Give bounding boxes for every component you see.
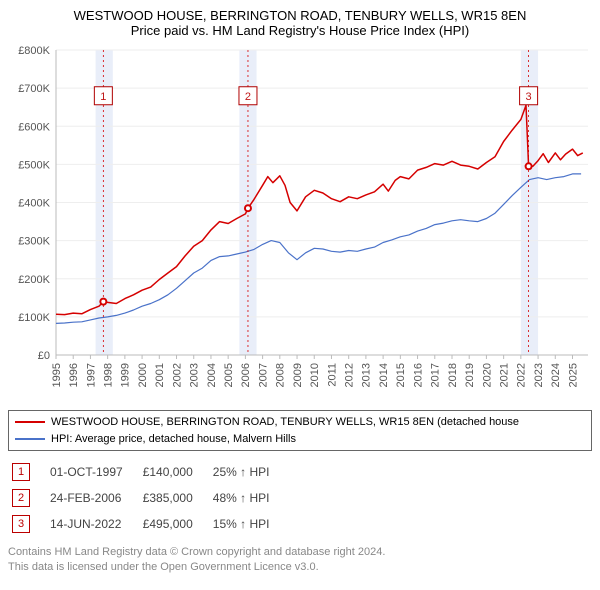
table-row: 1 01-OCT-1997 £140,000 25% ↑ HPI [8, 459, 285, 485]
footer: Contains HM Land Registry data © Crown c… [8, 545, 578, 576]
svg-text:2011: 2011 [326, 363, 338, 387]
svg-text:£400K: £400K [18, 198, 50, 210]
chart-svg: £0 £100K £200K £300K £400K £500K £600K £700K £80… [8, 44, 592, 404]
svg-text:£200K: £200K [18, 274, 50, 286]
svg-text:3: 3 [526, 91, 532, 103]
svg-text:2014: 2014 [378, 363, 390, 387]
svg-text:1998: 1998 [103, 363, 115, 387]
marker-pct: 48% ↑ HPI [209, 485, 286, 511]
svg-text:2004: 2004 [206, 363, 218, 387]
svg-text:2019: 2019 [464, 363, 476, 387]
svg-text:2001: 2001 [154, 363, 166, 387]
marker-price: £495,000 [139, 511, 209, 537]
svg-text:2023: 2023 [533, 363, 545, 387]
svg-text:£300K: £300K [18, 236, 50, 248]
svg-text:2018: 2018 [447, 363, 459, 387]
svg-text:2009: 2009 [292, 363, 304, 387]
marker-date: 24-FEB-2006 [46, 485, 139, 511]
svg-text:2007: 2007 [257, 363, 269, 387]
svg-text:2003: 2003 [189, 363, 201, 387]
legend-swatch [15, 438, 45, 440]
footer-line: Contains HM Land Registry data © Crown c… [8, 546, 385, 558]
svg-text:1996: 1996 [68, 363, 80, 387]
chart-subtitle: Price paid vs. HM Land Registry's House … [8, 23, 592, 38]
svg-text:2024: 2024 [550, 363, 562, 387]
svg-text:1: 1 [100, 91, 106, 103]
svg-text:1997: 1997 [85, 363, 97, 387]
svg-text:£0: £0 [38, 350, 50, 362]
svg-text:2017: 2017 [430, 363, 442, 387]
legend-swatch [15, 421, 45, 423]
svg-text:2016: 2016 [412, 363, 424, 387]
svg-text:2010: 2010 [309, 363, 321, 387]
chart-title: WESTWOOD HOUSE, BERRINGTON ROAD, TENBURY… [8, 8, 592, 23]
marker-price: £140,000 [139, 459, 209, 485]
markers-table: 1 01-OCT-1997 £140,000 25% ↑ HPI 2 24-FE… [8, 459, 285, 537]
chart: £0 £100K £200K £300K £400K £500K £600K £700K £80… [8, 44, 592, 404]
svg-text:2025: 2025 [567, 363, 579, 387]
svg-text:2008: 2008 [275, 363, 287, 387]
svg-text:2022: 2022 [516, 363, 528, 387]
marker-date: 01-OCT-1997 [46, 459, 139, 485]
svg-text:2005: 2005 [223, 363, 235, 387]
marker-badge: 2 [12, 489, 30, 507]
legend-item: HPI: Average price, detached house, Malv… [15, 431, 585, 448]
svg-text:2000: 2000 [137, 363, 149, 387]
marker-pct: 15% ↑ HPI [209, 511, 286, 537]
svg-text:2012: 2012 [344, 363, 356, 387]
marker-price: £385,000 [139, 485, 209, 511]
svg-text:£500K: £500K [18, 159, 50, 171]
svg-text:2006: 2006 [240, 363, 252, 387]
svg-text:2020: 2020 [481, 363, 493, 387]
footer-line: This data is licensed under the Open Gov… [8, 561, 319, 573]
legend-label: HPI: Average price, detached house, Malv… [51, 431, 296, 448]
table-row: 3 14-JUN-2022 £495,000 15% ↑ HPI [8, 511, 285, 537]
table-row: 2 24-FEB-2006 £385,000 48% ↑ HPI [8, 485, 285, 511]
svg-text:£800K: £800K [18, 45, 50, 57]
svg-text:2: 2 [245, 91, 251, 103]
marker-pct: 25% ↑ HPI [209, 459, 286, 485]
svg-text:2021: 2021 [498, 363, 510, 387]
svg-text:2013: 2013 [361, 363, 373, 387]
svg-text:1995: 1995 [51, 363, 63, 387]
marker-badge: 1 [12, 463, 30, 481]
svg-text:2015: 2015 [395, 363, 407, 387]
legend: WESTWOOD HOUSE, BERRINGTON ROAD, TENBURY… [8, 410, 592, 451]
svg-text:£600K: £600K [18, 121, 50, 133]
svg-text:£100K: £100K [18, 312, 50, 324]
marker-date: 14-JUN-2022 [46, 511, 139, 537]
svg-text:1999: 1999 [120, 363, 132, 387]
svg-text:£700K: £700K [18, 83, 50, 95]
svg-text:2002: 2002 [171, 363, 183, 387]
marker-badge: 3 [12, 515, 30, 533]
legend-label: WESTWOOD HOUSE, BERRINGTON ROAD, TENBURY… [51, 414, 519, 431]
legend-item: WESTWOOD HOUSE, BERRINGTON ROAD, TENBURY… [15, 414, 585, 431]
